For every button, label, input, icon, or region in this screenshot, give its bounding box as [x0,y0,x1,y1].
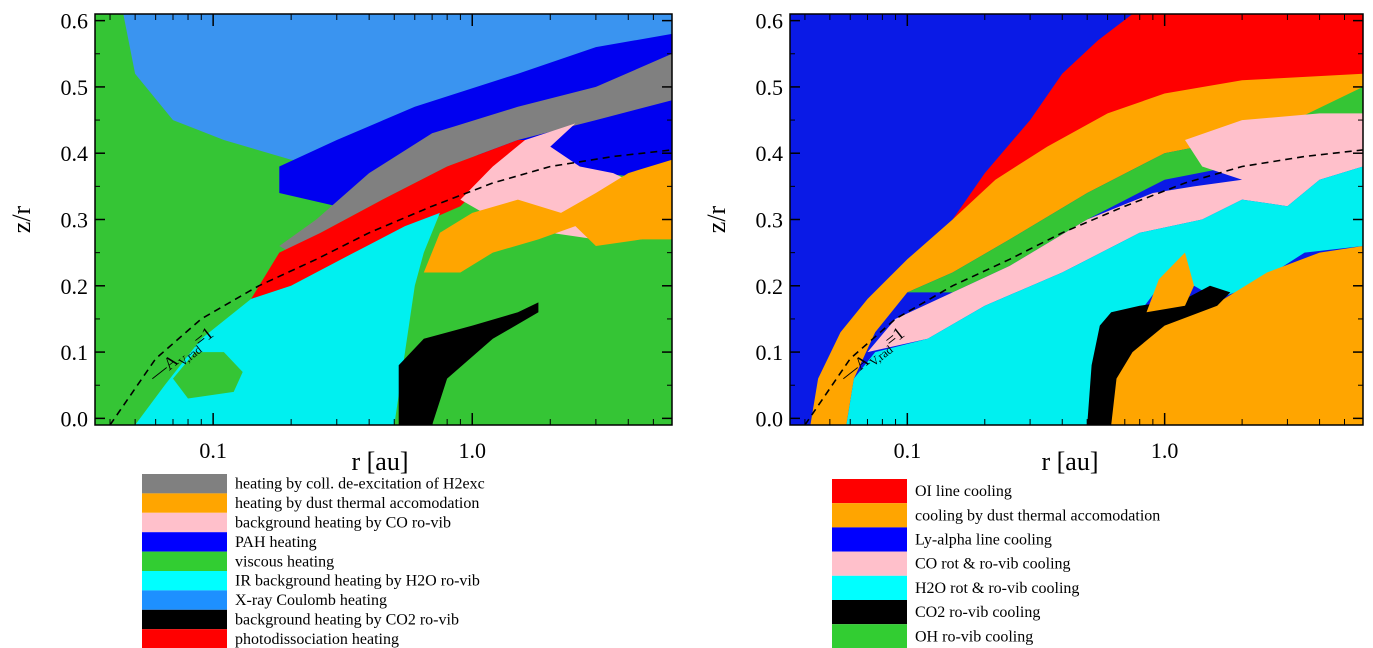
legend-label: background heating by CO2 ro-vib [235,612,459,629]
legend-label: background heating by CO ro-vib [235,515,451,532]
legend-label: OI line cooling [915,483,1012,500]
legend-label: OH ro-vib cooling [915,628,1033,645]
y-tick-label: 0.4 [61,141,89,166]
legend-label: CO2 ro-vib cooling [915,604,1040,621]
y-tick-label: 0.0 [756,406,784,431]
legend-swatch [142,493,227,513]
y-axis-label: z/r [702,205,731,233]
legend-label: PAH heating [235,534,317,551]
legend-label: heating by dust thermal accomodation [235,495,479,512]
y-tick-label: 0.0 [61,406,89,431]
legend-swatch [142,609,227,630]
chart-panel-cooling: —AV,rad=10.00.10.20.30.40.50.60.1 1.0r [a… [702,9,1364,648]
y-tick-label: 0.2 [756,274,784,299]
y-tick-label: 0.4 [756,141,784,166]
region-layer [804,14,1363,425]
region-cooling-by-dust-thermal-accomodation [810,73,1363,425]
y-tick-label: 0.2 [61,274,89,299]
legend-swatch [832,600,907,625]
y-tick-label: 0.1 [756,340,784,365]
x-tick-label: 1.0 [459,438,487,463]
legend-swatch [142,532,227,552]
legend-label: X-ray Coulomb heating [235,592,387,609]
legend-label: Ly-alpha line cooling [915,532,1052,549]
av-contour-line [109,149,672,425]
region-h2o-rot-ro-vib-cooling [846,166,1363,425]
y-tick-label: 0.3 [756,208,784,233]
x-axis-label: r [au] [351,447,408,476]
x-tick-label: 0.1 [199,438,227,463]
legend-swatch [832,624,907,648]
av-contour-line [804,149,1363,425]
legend-label: heating by coll. de-excitation of H2exc [235,476,485,493]
legend-swatch [832,503,907,528]
y-tick-label: 0.5 [756,75,784,100]
region-cooling-by-dust-thermal-accomodation [1103,246,1363,425]
legend-swatch [142,551,227,571]
region-heating-by-dust-thermal-accomodation [423,159,672,273]
y-tick-label: 0.1 [61,340,89,365]
region-cooling-by-dust-thermal-accomodation [1146,252,1194,313]
region-viscous-heating [173,352,243,399]
y-tick-label: 0.3 [61,208,89,233]
region-co-rot-ro-vib-cooling [867,113,1363,353]
legend-label: viscous heating [235,553,334,570]
legend: heating by coll. de-excitation of H2exc h… [142,474,485,648]
legend: OI line cooling cooling by dust thermal a… [832,479,1160,648]
legend-swatch [142,571,227,591]
region-layer [109,14,672,425]
legend-swatch [832,527,907,552]
chart-panel-heating: —AV,rad=10.00.10.20.30.40.50.60.1 1.0r [a… [7,9,673,648]
region-background-heating-by-co2-ro-vib [398,302,539,425]
y-tick-label: 0.6 [756,9,784,34]
x-tick-label: 0.1 [894,438,922,463]
legend-label: IR background heating by H2O ro-vib [235,573,480,590]
legend-swatch [142,474,227,494]
y-tick-label: 0.6 [61,9,89,34]
legend-swatch [142,590,227,610]
legend-swatch [142,512,227,533]
legend-label: photodissociation heating [235,631,399,648]
legend-swatch [832,551,907,576]
legend-swatch [832,479,907,504]
region-x-ray-coulomb-heating [110,14,672,174]
x-tick-label: 1.0 [1151,438,1179,463]
legend-label: cooling by dust thermal accomodation [915,507,1160,524]
region-heating-by-coll-de-excitation-of-h2exc [279,53,672,253]
x-axis-label: r [au] [1041,447,1098,476]
legend-swatch [142,629,227,648]
region-co2-ro-vib-cooling [1087,285,1231,425]
y-axis-label: z/r [7,205,36,233]
legend-label: H2O rot & ro-vib cooling [915,580,1079,597]
y-tick-label: 0.5 [61,75,89,100]
legend-label: CO rot & ro-vib cooling [915,556,1071,573]
legend-swatch [832,575,907,600]
